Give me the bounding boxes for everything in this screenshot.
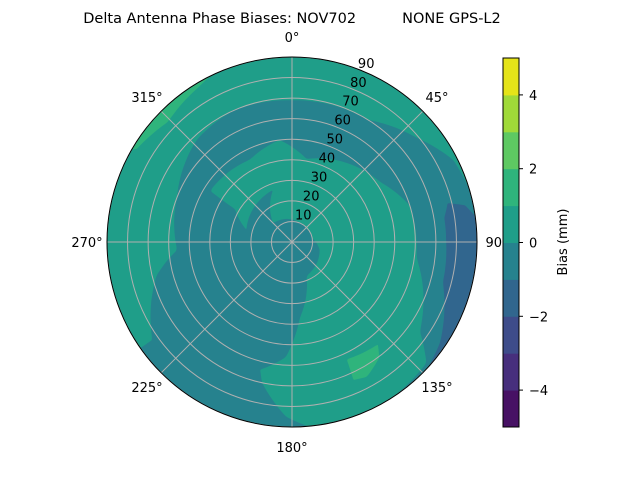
colorbar-band [503,279,519,317]
grid-spoke [160,241,293,374]
colorbar-tick-label: 2 [529,163,537,178]
colorbar-band [503,205,519,243]
polar-plot-area [107,57,477,427]
radial-tick-label: 20 [303,190,320,205]
theta-tick-label: 135° [421,381,452,396]
colorbar-tick-label: −4 [529,384,548,399]
colorbar-band [503,353,519,391]
radial-tick-label: 80 [350,76,367,91]
radial-tick-label: 10 [295,209,312,224]
theta-tick-label: 180° [276,441,307,456]
colorbar-tick-label: −2 [529,310,548,325]
contour-region [428,203,477,368]
contour-region [132,76,211,150]
colorbar-band [503,168,519,207]
grid-spoke [160,110,293,243]
colorbar-band [503,242,519,280]
radial-tick-label: 70 [342,95,359,110]
colorbar-tick-label: 4 [529,89,537,104]
theta-tick-label: 315° [131,91,162,106]
colorbar-band [503,131,519,170]
radial-tick-labels: 10 20 30 40 50 60 70 80 90 [295,57,374,224]
polar-frame [106,56,478,428]
colorbar-tick-label: 0 [529,237,537,252]
theta-tick-label: 0° [285,31,300,46]
radial-tick-label: 60 [334,114,351,129]
polar-grid [107,57,477,427]
chart-title: Delta Antenna Phase Biases: NOV702 NONE … [83,11,500,27]
colorbar-label: Bias (mm) [556,209,571,276]
radial-tick-label: 90 [358,57,375,72]
theta-tick-label: 270° [71,236,102,251]
radial-tick-label: 50 [327,133,344,148]
colorbar: −4 −2 0 2 4 [502,57,548,428]
contour-region [107,57,470,348]
colorbar-band [503,390,519,428]
radial-tick-label: 40 [319,152,336,167]
grid-spoke [291,110,424,243]
theta-tick-label: 45° [425,91,448,106]
colorbar-band [503,94,519,133]
colorbar-band [503,316,519,354]
grid-spoke [291,241,424,374]
radial-tick-label: 30 [311,171,328,186]
colorbar-band [503,58,519,96]
theta-tick-label: 225° [131,381,162,396]
